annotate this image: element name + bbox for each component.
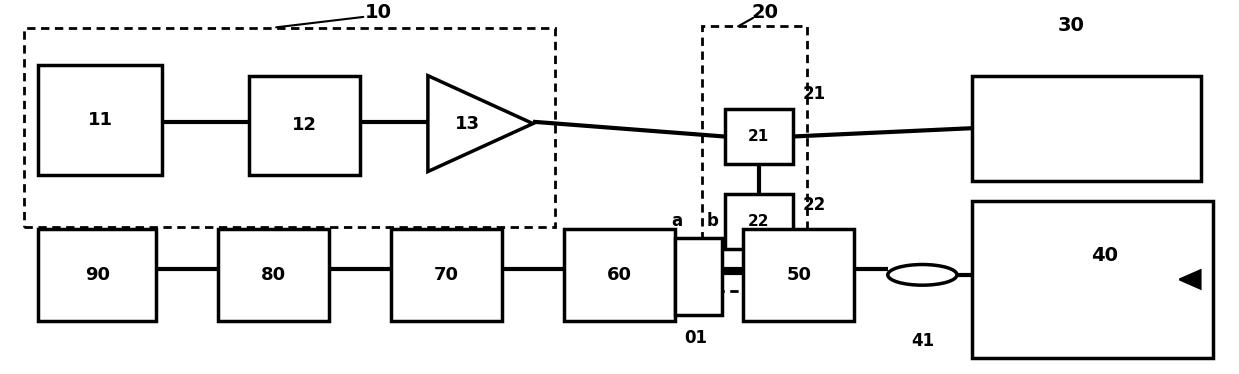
Text: 40: 40 — [1090, 246, 1118, 266]
FancyBboxPatch shape — [743, 229, 855, 321]
FancyBboxPatch shape — [38, 229, 156, 321]
Text: 12: 12 — [291, 116, 317, 134]
Polygon shape — [427, 76, 533, 172]
Text: b: b — [706, 212, 719, 230]
Text: 41: 41 — [911, 332, 934, 350]
Text: 22: 22 — [803, 196, 825, 214]
Text: 60: 60 — [607, 266, 632, 284]
FancyBboxPatch shape — [38, 65, 162, 175]
Text: 13: 13 — [455, 114, 481, 133]
Text: a: a — [670, 212, 681, 230]
FancyBboxPatch shape — [725, 109, 793, 164]
FancyBboxPatch shape — [390, 229, 502, 321]
Polygon shape — [1180, 270, 1201, 289]
Text: 22: 22 — [748, 214, 769, 229]
Text: 30: 30 — [1057, 16, 1084, 35]
Text: 70: 70 — [434, 266, 458, 284]
FancyBboxPatch shape — [218, 229, 330, 321]
Text: 01: 01 — [685, 329, 707, 347]
Text: 80: 80 — [260, 266, 286, 284]
Text: 10: 10 — [366, 3, 392, 22]
FancyBboxPatch shape — [725, 194, 793, 249]
FancyBboxPatch shape — [675, 238, 722, 315]
Text: 90: 90 — [84, 266, 110, 284]
Text: 50: 50 — [787, 266, 812, 284]
Text: 21: 21 — [748, 129, 769, 144]
Text: 20: 20 — [752, 3, 779, 22]
FancyBboxPatch shape — [564, 229, 675, 321]
Text: 11: 11 — [88, 111, 113, 129]
FancyBboxPatch shape — [971, 201, 1213, 358]
FancyBboxPatch shape — [249, 76, 359, 175]
Text: 21: 21 — [803, 85, 825, 103]
FancyBboxPatch shape — [971, 76, 1201, 181]
